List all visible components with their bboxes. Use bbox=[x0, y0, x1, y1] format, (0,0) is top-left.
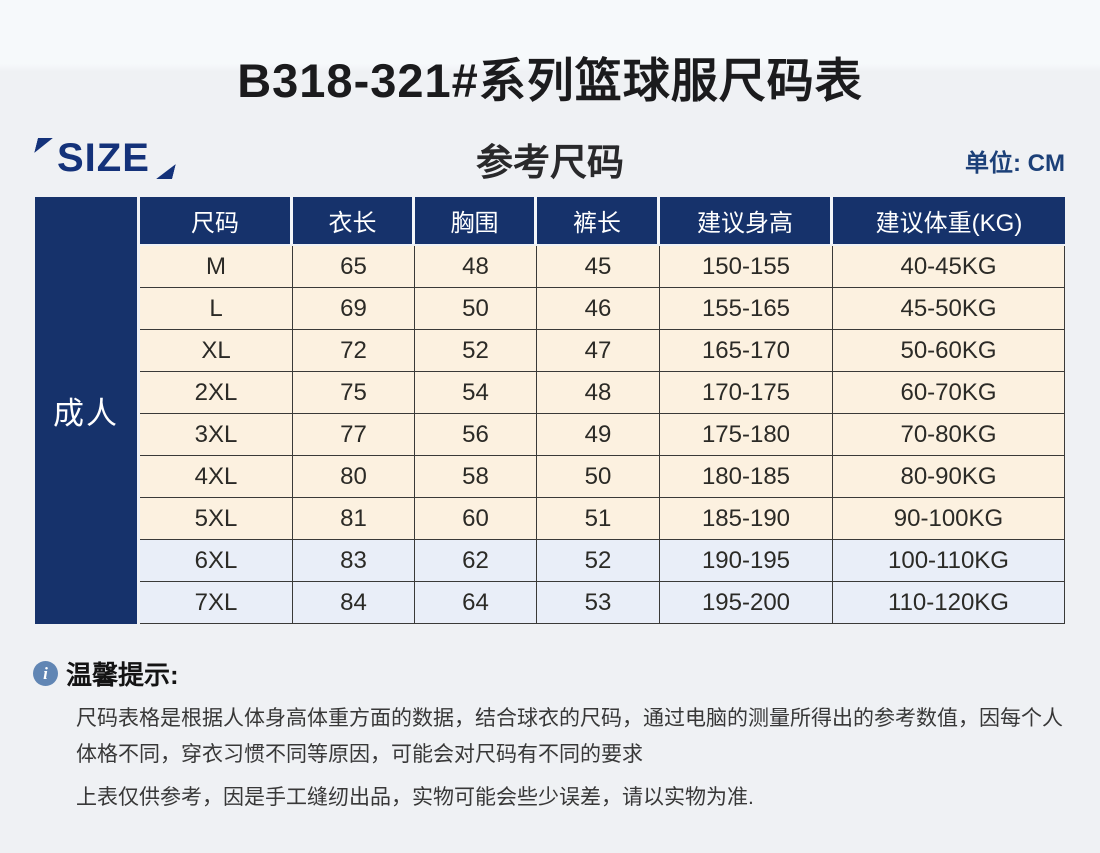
table-cell: 7XL bbox=[140, 582, 293, 623]
table-row: M 65 48 45 150-155 40-45KG bbox=[140, 246, 1065, 288]
table-cell: 150-155 bbox=[660, 246, 833, 287]
table-main: 尺码 衣长 胸围 裤长 建议身高 建议体重(KG) M 65 48 45 150-155… bbox=[140, 197, 1065, 624]
table-row: L 69 50 46 155-165 45-50KG bbox=[140, 288, 1065, 330]
table-row: 4XL 80 58 50 180-185 80-90KG bbox=[140, 456, 1065, 498]
table-cell: 54 bbox=[415, 372, 537, 413]
table-cell: 5XL bbox=[140, 498, 293, 539]
table-cell: 65 bbox=[293, 246, 415, 287]
table-header-row: 尺码 衣长 胸围 裤长 建议身高 建议体重(KG) bbox=[140, 197, 1065, 244]
table-cell: 45-50KG bbox=[833, 288, 1065, 329]
table-cell: M bbox=[140, 246, 293, 287]
table-row: 6XL 83 62 52 190-195 100-110KG bbox=[140, 540, 1065, 582]
table-cell: 49 bbox=[537, 414, 660, 455]
table-cell: 64 bbox=[415, 582, 537, 623]
table-body: M 65 48 45 150-155 40-45KG L 69 50 46 155-165 45-50… bbox=[140, 246, 1065, 624]
tips-body: 尺码表格是根据人体身高体重方面的数据，结合球衣的尺码，通过电脑的测量所得出的参考… bbox=[76, 701, 1076, 816]
table-cell: 81 bbox=[293, 498, 415, 539]
table-cell: 83 bbox=[293, 540, 415, 581]
table-cell: 46 bbox=[537, 288, 660, 329]
size-table: 成人 尺码 衣长 胸围 裤长 建议身高 建议体重(KG) M 65 48 45 150-… bbox=[35, 197, 1065, 624]
table-cell: 100-110KG bbox=[833, 540, 1065, 581]
tips-paragraph: 上表仅供参考，因是手工缝纫出品，实物可能会些少误差，请以实物为准. bbox=[76, 786, 754, 809]
table-cell: 6XL bbox=[140, 540, 293, 581]
table-cell: 77 bbox=[293, 414, 415, 455]
table-header-weight: 建议体重(KG) bbox=[833, 197, 1065, 244]
table-cell: 50-60KG bbox=[833, 330, 1065, 371]
table-cell: 60-70KG bbox=[833, 372, 1065, 413]
table-cell: 69 bbox=[293, 288, 415, 329]
table-header-height: 建议身高 bbox=[660, 197, 833, 244]
table-cell: 190-195 bbox=[660, 540, 833, 581]
table-cell: 180-185 bbox=[660, 456, 833, 497]
table-cell: 2XL bbox=[140, 372, 293, 413]
size-logo: SIZE bbox=[36, 136, 174, 181]
table-cell: 50 bbox=[537, 456, 660, 497]
size-logo-text: SIZE bbox=[57, 136, 150, 180]
table-cell: 110-120KG bbox=[833, 582, 1065, 623]
table-header-size: 尺码 bbox=[140, 197, 293, 244]
tips-paragraph: 尺码表格是根据人体身高体重方面的数据，结合球衣的尺码，通过电脑的测量所得出的参考… bbox=[76, 707, 1063, 766]
table-cell: 47 bbox=[537, 330, 660, 371]
table-cell: 53 bbox=[537, 582, 660, 623]
table-cell: 90-100KG bbox=[833, 498, 1065, 539]
table-cell: 62 bbox=[415, 540, 537, 581]
table-cell: 80 bbox=[293, 456, 415, 497]
table-row: 2XL 75 54 48 170-175 60-70KG bbox=[140, 372, 1065, 414]
table-cell: 165-170 bbox=[660, 330, 833, 371]
table-row: 7XL 84 64 53 195-200 110-120KG bbox=[140, 582, 1065, 624]
table-cell: 195-200 bbox=[660, 582, 833, 623]
table-cell: XL bbox=[140, 330, 293, 371]
table-header-length: 衣长 bbox=[293, 197, 415, 244]
page-title: B318-321#系列篮球服尺码表 bbox=[237, 54, 863, 107]
table-cell: L bbox=[140, 288, 293, 329]
unit-label: 单位: CM bbox=[965, 150, 1065, 177]
table-cell: 4XL bbox=[140, 456, 293, 497]
table-cell: 80-90KG bbox=[833, 456, 1065, 497]
table-group-label: 成人 bbox=[35, 197, 137, 624]
table-cell: 72 bbox=[293, 330, 415, 371]
table-cell: 40-45KG bbox=[833, 246, 1065, 287]
table-row: 3XL 77 56 49 175-180 70-80KG bbox=[140, 414, 1065, 456]
table-cell: 155-165 bbox=[660, 288, 833, 329]
tips-title: 温馨提示: bbox=[66, 660, 179, 690]
table-cell: 50 bbox=[415, 288, 537, 329]
table-header-chest: 胸围 bbox=[415, 197, 537, 244]
table-cell: 48 bbox=[537, 372, 660, 413]
table-cell: 3XL bbox=[140, 414, 293, 455]
table-cell: 75 bbox=[293, 372, 415, 413]
table-cell: 51 bbox=[537, 498, 660, 539]
table-cell: 52 bbox=[537, 540, 660, 581]
table-cell: 70-80KG bbox=[833, 414, 1065, 455]
table-header-pants: 裤长 bbox=[537, 197, 660, 244]
table-cell: 58 bbox=[415, 456, 537, 497]
table-cell: 45 bbox=[537, 246, 660, 287]
table-row: 5XL 81 60 51 185-190 90-100KG bbox=[140, 498, 1065, 540]
table-cell: 56 bbox=[415, 414, 537, 455]
table-cell: 84 bbox=[293, 582, 415, 623]
table-cell: 170-175 bbox=[660, 372, 833, 413]
table-cell: 52 bbox=[415, 330, 537, 371]
table-cell: 185-190 bbox=[660, 498, 833, 539]
table-row: XL 72 52 47 165-170 50-60KG bbox=[140, 330, 1065, 372]
table-cell: 60 bbox=[415, 498, 537, 539]
table-cell: 175-180 bbox=[660, 414, 833, 455]
info-icon: i bbox=[33, 661, 58, 686]
section-heading: 参考尺码 bbox=[476, 142, 624, 183]
table-cell: 48 bbox=[415, 246, 537, 287]
